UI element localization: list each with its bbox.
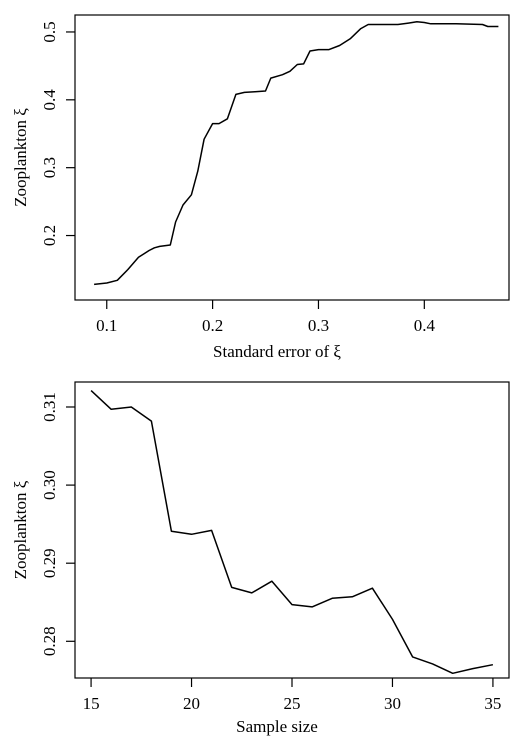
y-tick-label: 0.31 bbox=[40, 392, 59, 422]
plot-frame bbox=[74, 14, 510, 301]
x-tick-label: 0.3 bbox=[308, 316, 329, 335]
y-tick-label: 0.29 bbox=[40, 548, 59, 578]
x-tick-label: 15 bbox=[83, 694, 100, 713]
y-tick-label: 0.30 bbox=[40, 470, 59, 500]
x-tick-label: 0.2 bbox=[202, 316, 223, 335]
y-tick-label: 0.2 bbox=[40, 225, 59, 246]
x-tick-label: 0.4 bbox=[414, 316, 436, 335]
y-axis-label: Zooplankton ξ bbox=[11, 480, 30, 579]
y-axis-label: Zooplankton ξ bbox=[11, 108, 30, 207]
x-tick-label: 25 bbox=[284, 694, 301, 713]
plot-top: 0.1 0.2 0.3 0.4 0.2 0.3 0.4 0.5 Standard error o… bbox=[11, 14, 510, 361]
y-tick-label: 0.5 bbox=[40, 21, 59, 42]
x-axis-label: Standard error of ξ bbox=[213, 342, 341, 361]
series-line bbox=[90, 390, 494, 675]
y-tick-label: 0.4 bbox=[40, 89, 59, 111]
x-tick-label: 30 bbox=[384, 694, 401, 713]
plot-bottom: 15 20 25 30 35 0.28 0.29 0.30 0.31 Sample size Zoo… bbox=[11, 381, 510, 736]
x-tick-label: 35 bbox=[484, 694, 501, 713]
x-axis-label: Sample size bbox=[236, 717, 318, 736]
x-tick-label: 20 bbox=[183, 694, 200, 713]
x-tick-label: 0.1 bbox=[96, 316, 117, 335]
series-line bbox=[94, 21, 499, 286]
y-tick-label: 0.28 bbox=[40, 626, 59, 656]
plot-frame bbox=[74, 381, 510, 679]
y-tick-label: 0.3 bbox=[40, 157, 59, 178]
